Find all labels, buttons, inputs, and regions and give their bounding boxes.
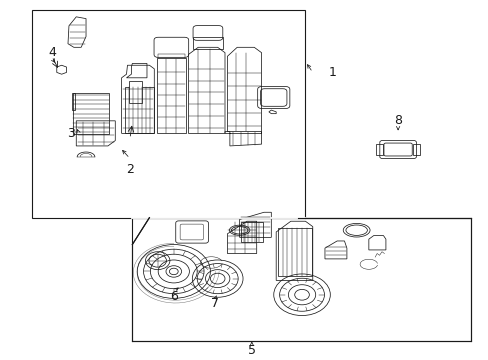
Text: 4: 4 — [48, 46, 56, 59]
Bar — [241, 222, 262, 242]
Bar — [277, 228, 311, 276]
Text: 1: 1 — [327, 66, 336, 79]
Text: 6: 6 — [169, 290, 177, 303]
Text: 3: 3 — [67, 127, 75, 140]
Text: 5: 5 — [247, 344, 255, 357]
Bar — [73, 93, 109, 134]
Text: 8: 8 — [393, 114, 401, 127]
Text: 7: 7 — [211, 297, 219, 310]
Text: 2: 2 — [126, 163, 134, 176]
Bar — [129, 81, 142, 103]
Bar — [125, 87, 154, 134]
